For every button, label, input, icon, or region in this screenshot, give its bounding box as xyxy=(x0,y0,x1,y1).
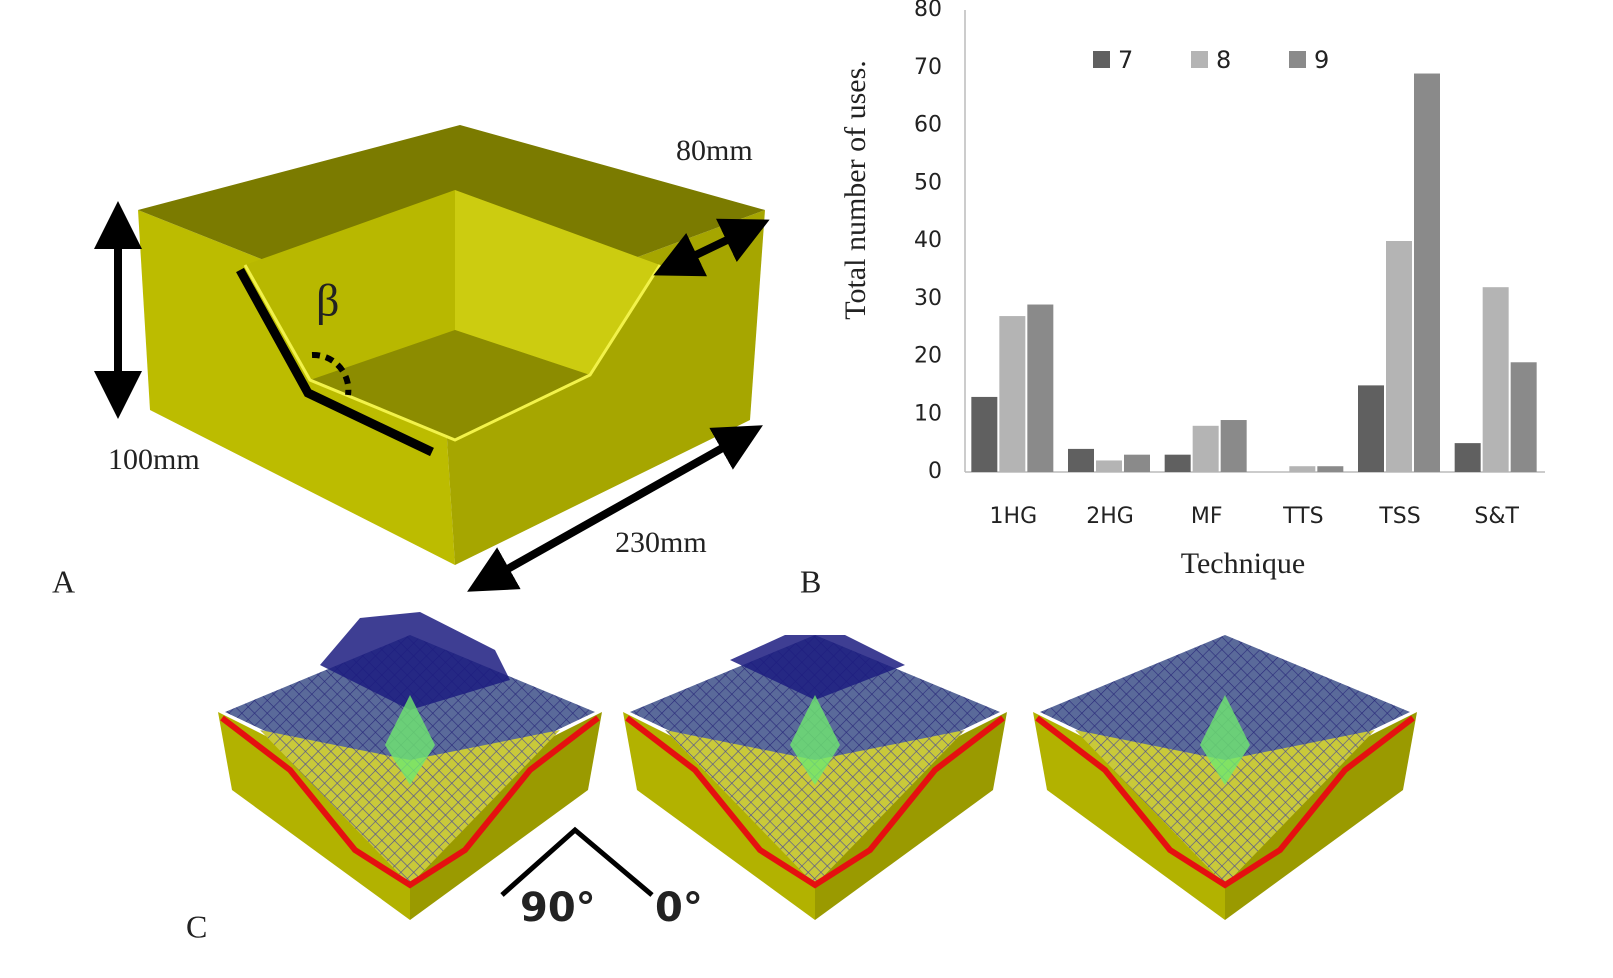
bar xyxy=(1454,443,1481,472)
bar xyxy=(1096,460,1122,472)
red-edge xyxy=(1035,715,1415,889)
angle-label: 90° xyxy=(520,885,596,931)
legend-swatch xyxy=(1289,51,1306,68)
mesh-ridge xyxy=(790,695,840,785)
bar xyxy=(1289,466,1316,472)
mesh-floor xyxy=(1075,730,1375,885)
dimension-label: 80mm xyxy=(676,134,753,167)
box-side xyxy=(410,712,602,920)
red-edge xyxy=(220,715,600,889)
bar xyxy=(971,396,998,472)
mesh-ridge xyxy=(1200,695,1250,785)
box-side xyxy=(815,712,1007,920)
mesh-floor xyxy=(260,730,560,885)
bar xyxy=(1124,454,1150,472)
legend-swatch xyxy=(1093,51,1110,68)
mesh-peak xyxy=(320,612,510,710)
y-tick-label: 20 xyxy=(914,344,942,369)
y-tick-label: 50 xyxy=(914,170,942,195)
y-tick-label: 0 xyxy=(928,459,942,484)
bar xyxy=(999,316,1026,472)
bar xyxy=(1386,241,1412,472)
box-illustration xyxy=(94,125,770,592)
box-side xyxy=(623,712,815,920)
legend-label: 7 xyxy=(1118,46,1133,74)
x-tick-label: S&T xyxy=(1474,504,1519,529)
bar xyxy=(1220,420,1247,472)
x-tick-label: TSS xyxy=(1378,504,1420,529)
dimension-label: 100mm xyxy=(108,443,200,476)
panel-label: A xyxy=(52,563,75,599)
angle-label: β xyxy=(316,275,339,326)
bar xyxy=(1414,73,1440,473)
y-tick-label: 40 xyxy=(914,228,942,253)
legend-label: 9 xyxy=(1314,46,1329,74)
panel-label: B xyxy=(800,563,821,599)
mesh-illustrations xyxy=(218,612,1417,920)
red-edge xyxy=(625,715,1005,889)
angle-indicator xyxy=(500,826,654,897)
mesh-floor xyxy=(665,730,965,885)
box-side xyxy=(1225,712,1417,920)
bar xyxy=(1192,425,1219,472)
y-tick-label: 10 xyxy=(914,401,942,426)
box-side xyxy=(218,712,410,920)
y-tick-label: 70 xyxy=(914,55,942,80)
x-tick-label: MF xyxy=(1191,504,1223,529)
y-axis-title: Total number of uses. xyxy=(839,60,872,320)
legend-label: 8 xyxy=(1216,46,1231,74)
bar xyxy=(1068,448,1094,472)
y-tick-label: 80 xyxy=(914,0,942,22)
angle-label: 0° xyxy=(655,885,703,931)
dimension-label: 230mm xyxy=(615,526,707,559)
box-side xyxy=(1033,712,1225,920)
x-tick-label: 1HG xyxy=(990,504,1038,529)
x-axis-title: Technique xyxy=(1181,547,1306,580)
y-tick-label: 30 xyxy=(914,286,942,311)
bar xyxy=(1164,454,1191,472)
bar xyxy=(1482,287,1509,472)
bar xyxy=(1510,362,1537,472)
legend-swatch xyxy=(1191,51,1208,68)
y-tick-label: 60 xyxy=(914,113,942,138)
bar xyxy=(1317,466,1344,472)
x-tick-label: 2HG xyxy=(1086,504,1134,529)
x-tick-label: TTS xyxy=(1282,504,1323,529)
panel-label: C xyxy=(186,908,207,944)
mesh-ridge xyxy=(385,695,435,785)
mesh-peak xyxy=(730,635,905,700)
bar xyxy=(1358,385,1384,472)
bar-chart: Total number of uses. Technique 0 10 20 30 4… xyxy=(839,0,1545,580)
bar xyxy=(1027,304,1054,472)
